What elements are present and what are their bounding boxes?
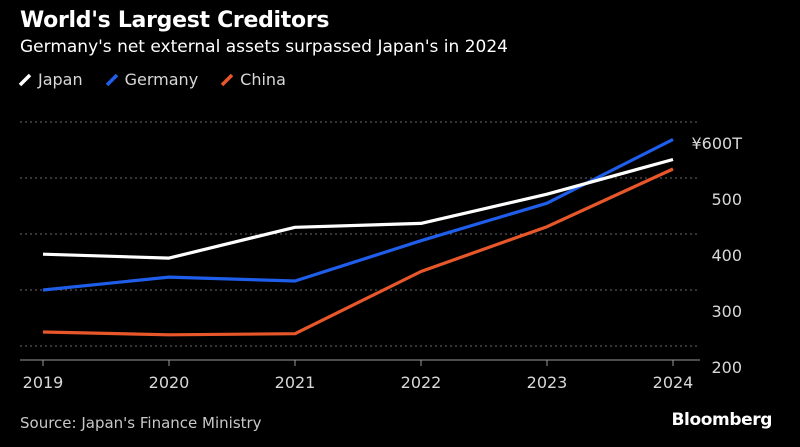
- y-tick-label-300: 300: [711, 302, 742, 321]
- x-tick-label-2019: 2019: [23, 373, 64, 392]
- series-line-china: [42, 167, 674, 337]
- x-tick-label-2022: 2022: [401, 373, 442, 392]
- series-line-germany: [42, 137, 674, 292]
- x-tick-label-2023: 2023: [527, 373, 568, 392]
- legend-label-japan: Japan: [38, 70, 83, 89]
- legend-swatch-line-china: [220, 73, 234, 86]
- legend-item-japan: Japan: [18, 70, 83, 89]
- x-tick-label-2020: 2020: [149, 373, 190, 392]
- legend-swatch-line-germany: [105, 73, 118, 86]
- x-tick-label-2021: 2021: [275, 373, 316, 392]
- chart-title: World's Largest Creditors: [20, 8, 330, 33]
- source-note: Source: Japan's Finance Ministry: [20, 414, 262, 432]
- y-tick-label-200: 200: [711, 358, 742, 377]
- legend-swatch-line-japan: [18, 73, 32, 86]
- bloomberg-logo: Bloomberg: [671, 410, 772, 430]
- legend-label-germany: Germany: [124, 70, 199, 89]
- legend-swatch-china: [220, 73, 234, 86]
- y-tick-label-500: 500: [711, 190, 742, 209]
- x-tick-label-2024: 2024: [653, 373, 694, 392]
- y-tick-label-400: 400: [711, 246, 742, 265]
- legend-swatch-japan: [18, 73, 32, 86]
- legend-swatch-germany: [105, 73, 118, 86]
- legend-label-china: China: [240, 70, 286, 89]
- chart-subtitle: Germany's net external assets surpassed …: [20, 37, 508, 57]
- legend-item-germany: Germany: [105, 70, 199, 89]
- chart-legend: Japan Germany China: [18, 70, 308, 89]
- series-line-japan: [42, 157, 674, 260]
- y-tick-label-600: ¥600T: [692, 134, 743, 153]
- legend-item-china: China: [220, 70, 286, 89]
